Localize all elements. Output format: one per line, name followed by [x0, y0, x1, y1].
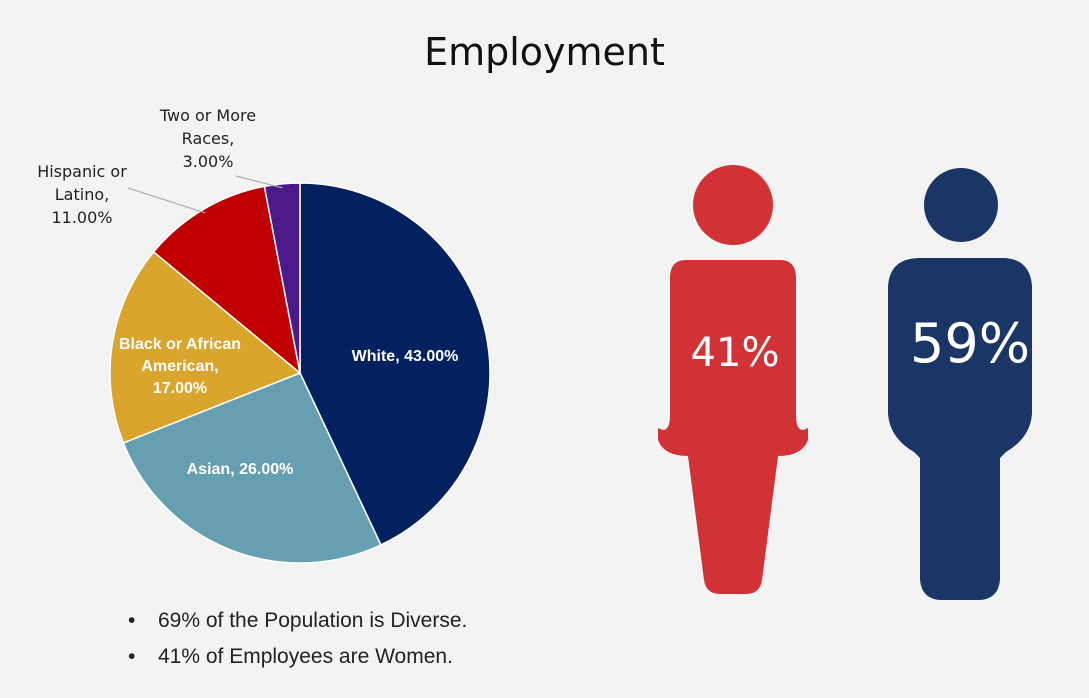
summary-bullets: • 69% of the Population is Diverse. • 41… [128, 606, 467, 678]
label-line: Hispanic or [37, 162, 127, 181]
data-label-asian: Asian, 26.00% [187, 461, 294, 478]
pie-slice-asian [122, 372, 382, 564]
bullet-text: 41% of Employees are Women. [158, 645, 453, 668]
bullet-glyph: • [128, 609, 136, 632]
label-line: Races, [181, 129, 235, 148]
leader-line-hispanic-or-latino [127, 187, 206, 214]
pie-chart: White, 43.00% Asian, 26.00% Black or Afric… [109, 175, 491, 564]
pie-slice-hispanic-or-latino [152, 185, 302, 375]
pie-slice-two-or-more-races [263, 182, 301, 374]
label-line: Latino, [54, 185, 110, 204]
man-head [924, 168, 998, 242]
bullet-item: • 69% of the Population is Diverse. [128, 606, 467, 642]
label-two-or-more-races: Two or More Races, 3.00% [142, 104, 274, 173]
label-line: 11.00% [51, 208, 113, 227]
woman-body [658, 260, 808, 594]
women-percent: 41% [690, 330, 780, 376]
men-percent: 59% [909, 312, 1031, 375]
bullet-item: • 41% of Employees are Women. [128, 642, 467, 678]
data-label-white: White, 43.00% [352, 348, 459, 365]
pie-slice-black-or-african-american [109, 250, 302, 444]
man-body [888, 258, 1032, 600]
bullet-glyph: • [128, 645, 136, 668]
pie-slice-white [299, 182, 491, 546]
label-line: Two or More [159, 106, 257, 125]
leader-line-two-or-more-races [235, 175, 283, 189]
label-line: 3.00% [182, 152, 234, 171]
label-hispanic-or-latino: Hispanic or Latino, 11.00% [20, 160, 144, 229]
woman-figure-icon [658, 165, 808, 594]
data-label-black-or-african-american: Black or African American, 17.00% [119, 336, 241, 397]
woman-head [693, 165, 773, 245]
man-figure-icon [888, 168, 1032, 600]
bullet-text: 69% of the Population is Diverse. [158, 609, 468, 632]
page-title: Employment [424, 30, 665, 74]
